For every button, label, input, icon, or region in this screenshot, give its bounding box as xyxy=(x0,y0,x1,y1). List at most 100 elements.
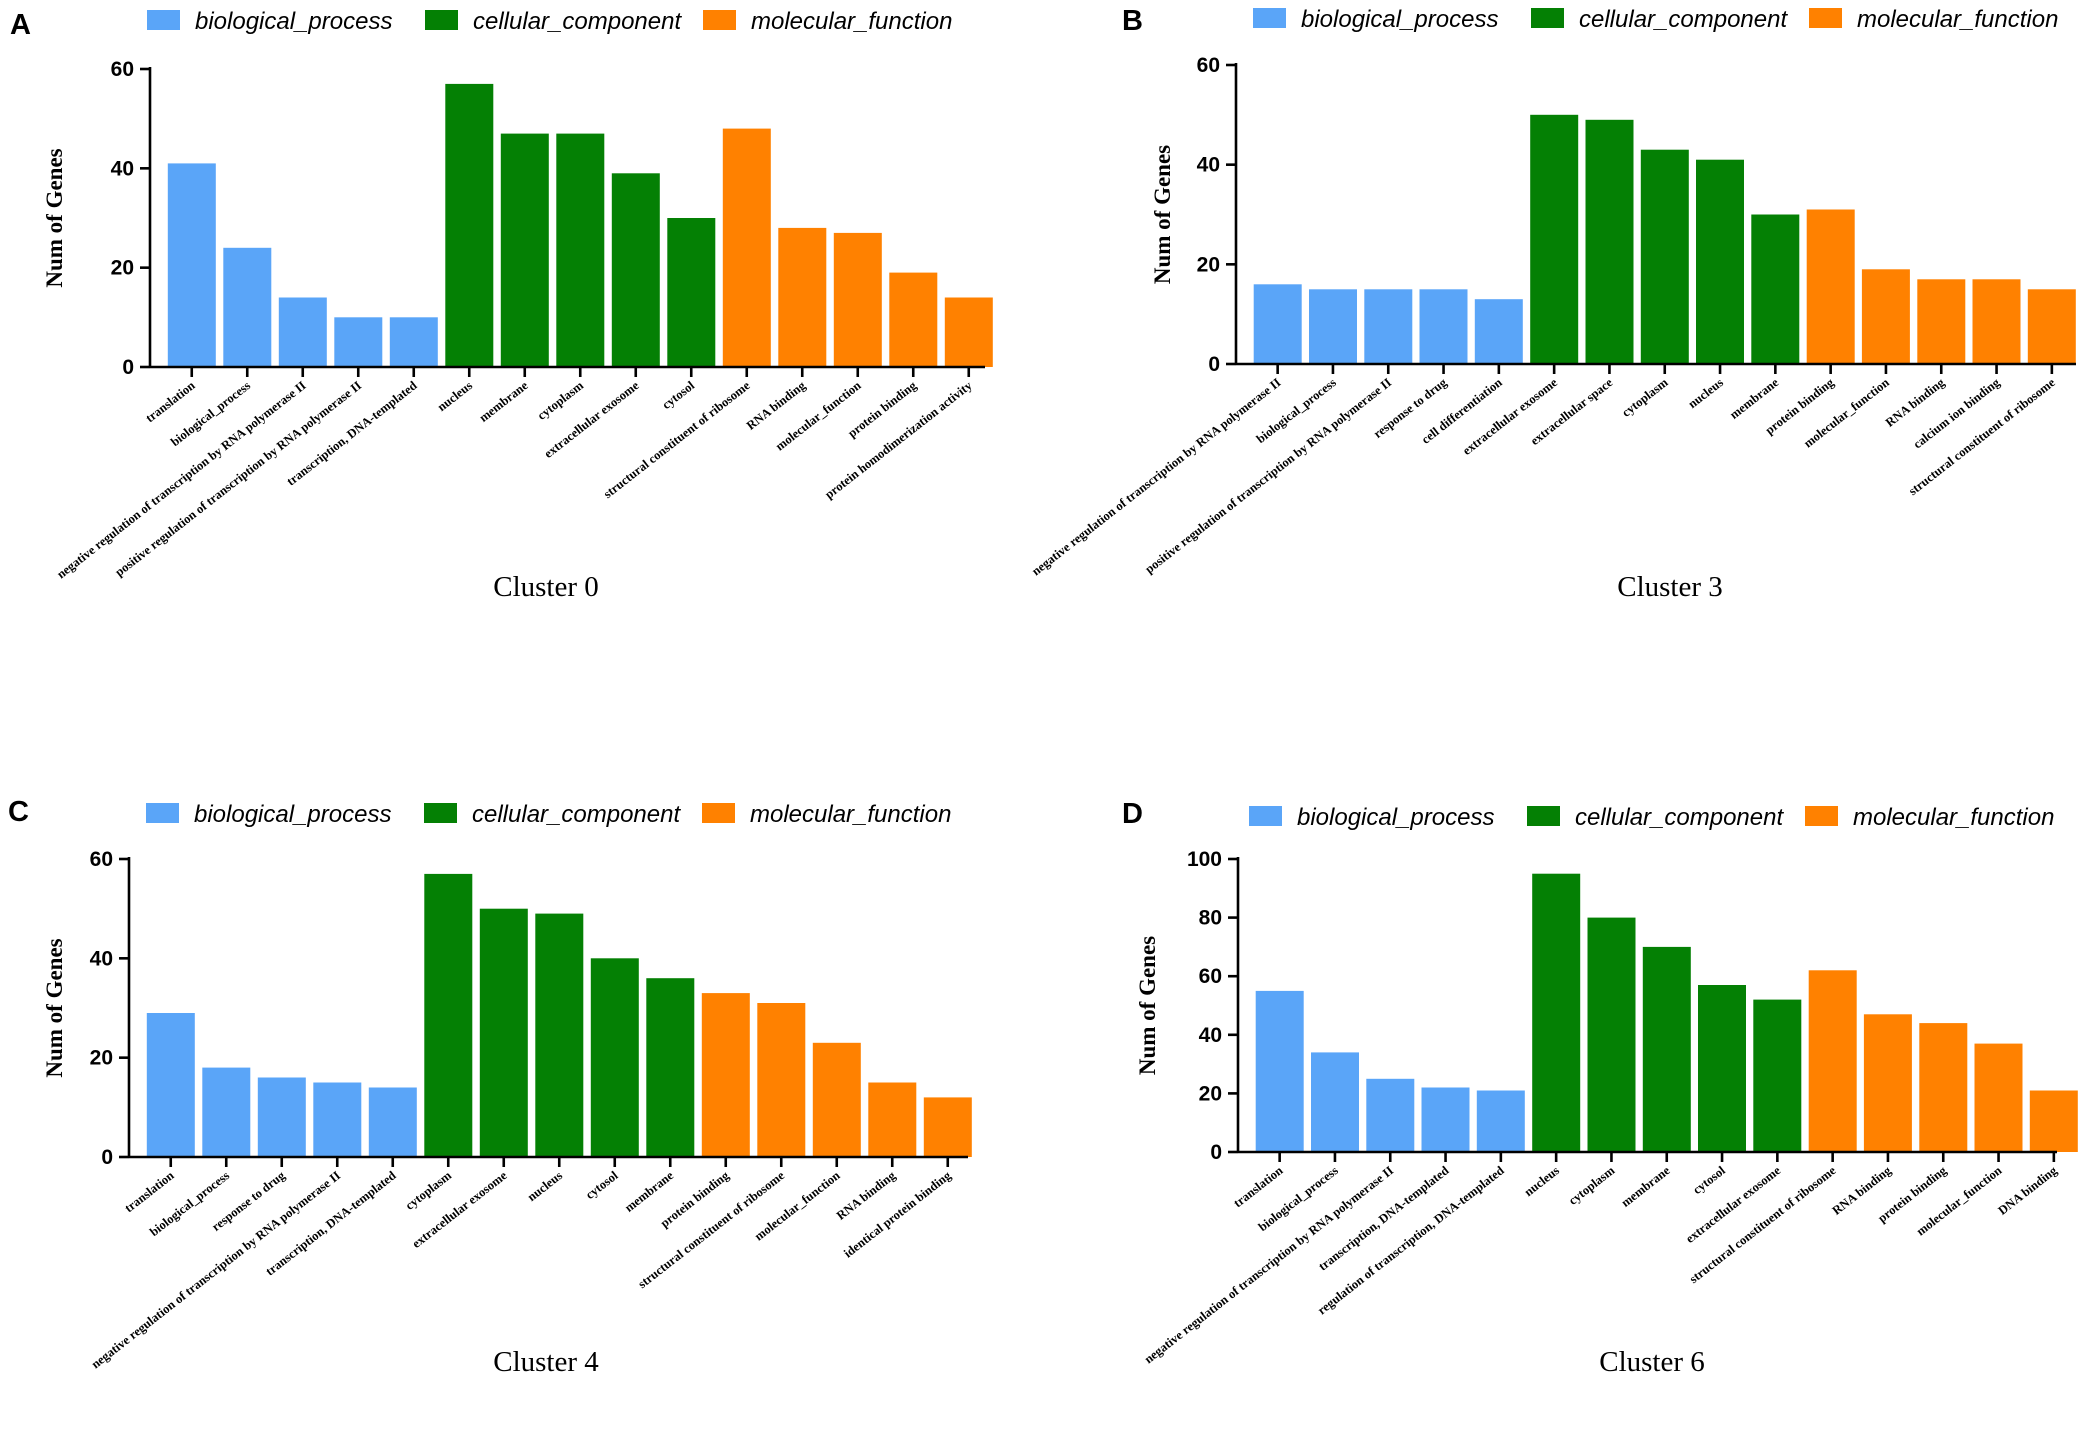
x-tick-label: extracellular exosome xyxy=(1683,1163,1783,1246)
x-tick-label: DNA binding xyxy=(1995,1163,2060,1218)
bar-nucleus xyxy=(445,83,494,368)
bar-extracellular-exosome xyxy=(1753,999,1802,1152)
bar-negative-regulation-of-transcription-by-rna-polymerase-ii xyxy=(1253,284,1302,364)
x-tick-label: nucleus xyxy=(435,378,475,414)
x-tick-label: membrane xyxy=(1619,1163,1673,1210)
x-tick-label: negative regulation of transcription by … xyxy=(1142,1163,1397,1366)
legend-label-biological-process: biological_process xyxy=(195,8,392,35)
legend: biological_process cellular_component mole… xyxy=(1253,6,2058,33)
bar-membrane xyxy=(500,133,549,367)
bar-cytosol xyxy=(1698,985,1746,1152)
legend-label-molecular-function: molecular_function xyxy=(1857,6,2058,33)
y-tick-label: 40 xyxy=(90,947,113,970)
x-tick-label: nucleus xyxy=(1522,1163,1562,1199)
x-tick-label: cytoplasm xyxy=(1566,1163,1618,1208)
bar-negative-regulation-of-transcription-by-rna-polymerase-ii xyxy=(278,297,327,367)
y-tick-label: 60 xyxy=(1197,54,1220,77)
bar-translation xyxy=(167,163,216,367)
legend-swatch-molecular-function xyxy=(1809,8,1842,28)
x-tick-label: cytoplasm xyxy=(1619,375,1671,420)
bar-molecular-function xyxy=(1861,269,1910,364)
bar-positive-regulation-of-transcription-by-rna-polymerase-ii xyxy=(334,317,383,367)
bar-negative-regulation-of-transcription-by-rna-polymerase-ii xyxy=(1366,1078,1415,1153)
bar-response-to-drug xyxy=(257,1077,306,1157)
bar-membrane xyxy=(1751,214,1800,364)
bar-extracellular-space xyxy=(1585,119,1634,364)
legend-label-molecular-function: molecular_function xyxy=(750,801,951,828)
legend-swatch-molecular-function xyxy=(1805,806,1838,826)
chart-title: Cluster 3 xyxy=(1617,571,1723,603)
bar-extracellular-exosome xyxy=(1530,114,1579,364)
bar-rna-binding xyxy=(1917,279,1966,364)
bars xyxy=(1253,114,2076,365)
y-tick-label: 40 xyxy=(1199,1024,1222,1047)
bar-cytoplasm xyxy=(424,873,473,1157)
x-tick-label: cytosol xyxy=(1690,1163,1728,1197)
legend-label-cellular-component: cellular_component xyxy=(472,801,681,828)
legend-label-biological-process: biological_process xyxy=(1301,6,1498,33)
x-tick-label: membrane xyxy=(477,378,531,425)
legend-swatch-biological-process xyxy=(1253,8,1286,28)
bar-translation xyxy=(146,1013,195,1157)
bar-cytosol xyxy=(590,958,639,1157)
y-tick-label: 60 xyxy=(111,58,134,81)
bar-molecular-function xyxy=(833,232,882,367)
bar-identical-protein-binding xyxy=(923,1097,972,1157)
panel-label: D xyxy=(1122,798,1143,830)
y-axis-label: Num of Genes xyxy=(42,938,67,1077)
y-tick-label: 40 xyxy=(111,157,134,180)
bar-protein-binding xyxy=(1806,209,1855,364)
bar-cytoplasm xyxy=(1640,149,1689,364)
y-tick-label: 0 xyxy=(122,356,134,379)
x-tick-label: membrane xyxy=(622,1168,676,1215)
bar-nucleus xyxy=(1696,159,1744,364)
bars xyxy=(167,83,993,368)
bar-cytoplasm xyxy=(1587,917,1636,1152)
y-tick-label: 0 xyxy=(101,1146,113,1169)
x-tick-label: extracellular exosome xyxy=(542,378,642,461)
y-tick-label: 80 xyxy=(1199,907,1222,930)
x-tick-label: translation xyxy=(1231,1163,1286,1210)
legend-label-biological-process: biological_process xyxy=(1297,804,1494,831)
legend-swatch-molecular-function xyxy=(703,10,736,30)
bar-cytoplasm xyxy=(556,133,605,367)
bar-nucleus xyxy=(1532,873,1581,1152)
legend: biological_process cellular_component mole… xyxy=(147,8,952,35)
panel-label: B xyxy=(1122,5,1143,37)
bar-structural-constituent-of-ribosome xyxy=(2027,289,2076,365)
legend-label-cellular-component: cellular_component xyxy=(1575,804,1784,831)
bar-translation xyxy=(1255,990,1304,1152)
bar-rna-binding xyxy=(1863,1014,1912,1152)
legend-swatch-biological-process xyxy=(147,10,180,30)
chart-title: Cluster 4 xyxy=(493,1346,599,1378)
y-tick-label: 20 xyxy=(111,257,134,280)
bar-biological-process xyxy=(223,247,272,367)
bar-negative-regulation-of-transcription-by-rna-polymerase-ii xyxy=(313,1082,362,1157)
x-tick-label: membrane xyxy=(1727,375,1781,422)
bar-molecular-function xyxy=(1974,1043,2023,1152)
legend-label-cellular-component: cellular_component xyxy=(1579,6,1788,33)
x-tick-label: extracellular exosome xyxy=(410,1168,510,1251)
x-tick-label: cytosol xyxy=(659,378,697,412)
bar-rna-binding xyxy=(778,227,827,367)
bar-positive-regulation-of-transcription-by-rna-polymerase-ii xyxy=(1364,289,1413,365)
y-tick-label: 60 xyxy=(90,848,113,871)
x-tick-label: identical protein binding xyxy=(841,1168,954,1261)
bar-response-to-drug xyxy=(1419,289,1468,365)
x-tick-label: cytosol xyxy=(583,1168,621,1202)
bar-transcription-dna-templated xyxy=(1421,1087,1470,1152)
bar-protein-binding xyxy=(889,272,938,367)
legend-label-cellular-component: cellular_component xyxy=(473,8,682,35)
bar-cytosol xyxy=(667,218,716,367)
bar-transcription-dna-templated xyxy=(389,317,438,367)
bar-extracellular-exosome xyxy=(611,173,660,367)
panel-label: A xyxy=(10,9,31,41)
bar-extracellular-exosome xyxy=(479,908,528,1157)
y-tick-label: 20 xyxy=(1199,1082,1222,1105)
y-tick-label: 20 xyxy=(1197,253,1220,276)
y-axis-label: Num of Genes xyxy=(42,148,67,287)
y-tick-label: 40 xyxy=(1197,154,1220,177)
bar-protein-homodimerization-activity xyxy=(944,297,993,367)
legend-swatch-cellular-component xyxy=(1531,8,1564,28)
x-tick-label: positive regulation of transcription by … xyxy=(1142,375,1394,576)
